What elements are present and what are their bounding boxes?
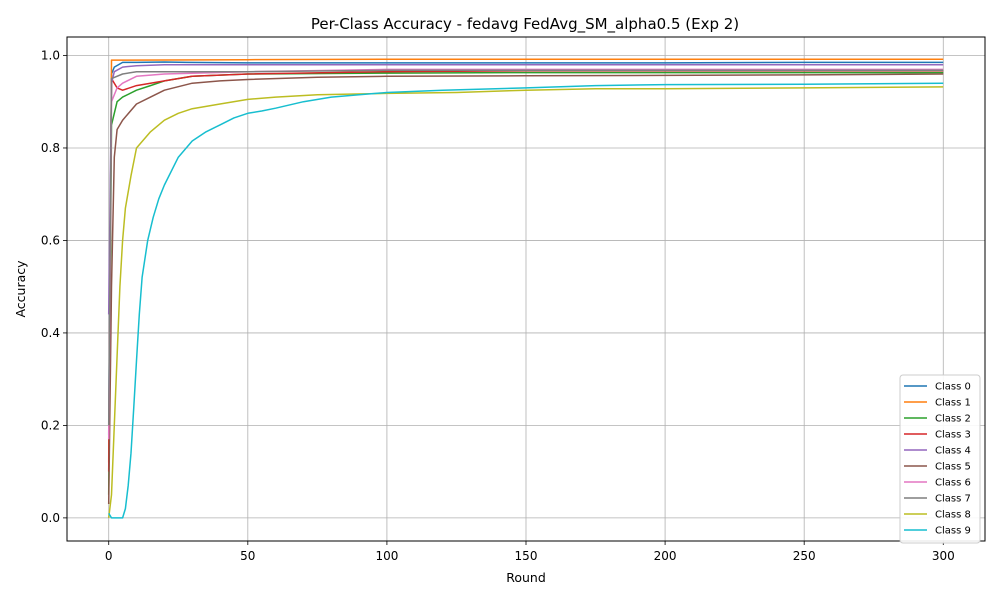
x-tick-label: 100 bbox=[375, 549, 398, 563]
y-axis: 0.0 0.2 0.4 0.6 0.8 1.0 bbox=[41, 48, 67, 525]
series-line-class-6 bbox=[107, 68, 944, 440]
series-line-class-7 bbox=[107, 69, 944, 426]
legend-label: Class 6 bbox=[935, 478, 971, 489]
y-tick-label: 0.4 bbox=[41, 326, 60, 340]
x-tick-label: 0 bbox=[105, 549, 113, 563]
x-tick-label: 200 bbox=[654, 549, 677, 563]
grid-lines bbox=[67, 37, 985, 541]
chart-title: Per-Class Accuracy - fedavg FedAvg_SM_al… bbox=[311, 15, 739, 34]
series-line-class-4 bbox=[107, 63, 944, 315]
series-line-class-1 bbox=[107, 58, 944, 463]
legend-label: Class 0 bbox=[935, 382, 971, 393]
x-axis-label: Round bbox=[506, 570, 546, 585]
y-tick-label: 0.0 bbox=[41, 511, 60, 525]
legend-label: Class 1 bbox=[935, 398, 971, 409]
legend-label: Class 8 bbox=[935, 510, 971, 521]
y-tick-label: 0.6 bbox=[41, 233, 60, 247]
series-line-class-5 bbox=[107, 73, 944, 505]
legend-label: Class 3 bbox=[935, 430, 971, 441]
legend-label: Class 7 bbox=[935, 494, 971, 505]
y-tick-label: 0.8 bbox=[41, 141, 60, 155]
series-layer bbox=[107, 58, 944, 519]
legend-label: Class 5 bbox=[935, 462, 971, 473]
x-tick-label: 250 bbox=[793, 549, 816, 563]
x-tick-label: 50 bbox=[240, 549, 255, 563]
x-axis: 0 50 100 150 200 250 300 bbox=[105, 541, 955, 563]
legend-label: Class 4 bbox=[935, 446, 971, 457]
legend: Class 0 Class 1 Class 2 Class 3 Class 4 Class… bbox=[899, 374, 981, 544]
y-tick-label: 0.2 bbox=[41, 418, 60, 432]
y-tick-label: 1.0 bbox=[41, 48, 60, 62]
x-tick-label: 150 bbox=[515, 549, 538, 563]
x-tick-label: 300 bbox=[932, 549, 955, 563]
series-line-class-9 bbox=[108, 82, 944, 519]
y-axis-label: Accuracy bbox=[13, 260, 28, 318]
series-line-class-8 bbox=[107, 86, 944, 518]
legend-box bbox=[899, 374, 981, 544]
series-line-class-0 bbox=[107, 61, 944, 435]
legend-label: Class 2 bbox=[935, 414, 971, 425]
legend-label: Class 9 bbox=[935, 526, 971, 537]
